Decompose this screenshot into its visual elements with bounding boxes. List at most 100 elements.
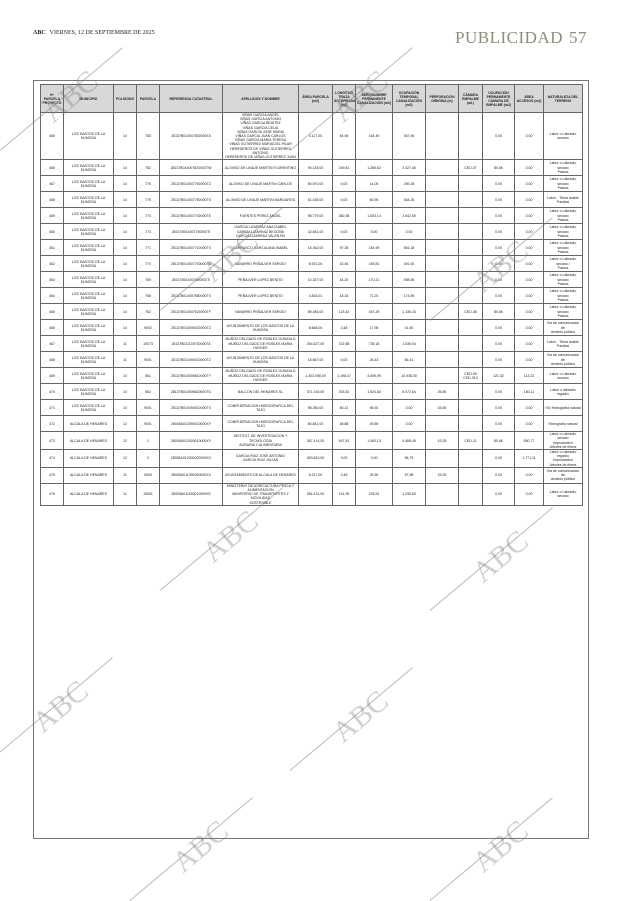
table-cell: MUÑOZ DELGADO DE ROBLES GONZALO MUÑOZ DEL… xyxy=(222,367,299,385)
table-cell: 0,00 xyxy=(514,399,544,417)
table-cell: 771 xyxy=(136,239,160,257)
table-cell: 98.779,00 xyxy=(298,207,333,225)
table-cell xyxy=(425,449,459,468)
table-cell: 54,96 xyxy=(332,111,356,161)
table-cell: AYUNTAMIENTO DE LOS SANTOS DE LA HUMOSA xyxy=(222,319,299,337)
table-cell: 0,00 xyxy=(514,207,544,225)
table-cell xyxy=(458,466,483,484)
table-cell: 4.695,99 xyxy=(355,367,393,385)
table-cell: Labor o labradío regadío xyxy=(543,383,583,401)
table-cell: LOS SANTOS DE LA HUMOSA xyxy=(63,383,114,401)
table-cell: 735,18 xyxy=(355,335,393,353)
table-cell: 80,66 xyxy=(482,431,515,451)
table-cell: 0,00 xyxy=(332,449,356,468)
section-title: PUBLICIDAD xyxy=(455,28,563,47)
table-cell: 11 xyxy=(113,466,137,484)
table-cell: 470 xyxy=(40,383,64,401)
table-cell: 14 xyxy=(113,207,137,225)
table-cell: 0,00 xyxy=(482,255,515,273)
table-cell: 259,28 xyxy=(392,175,426,193)
table-cell: ALCALA DE HENARES xyxy=(63,415,114,433)
table-cell: 4.117,00 xyxy=(298,111,333,161)
table-cell xyxy=(458,255,483,273)
table-cell: ALCALA DE HENARES xyxy=(63,431,114,451)
table-cell: CED-11 xyxy=(458,431,483,451)
table-cell: ALONSO DE LINAJE MARTIN MARGARITA xyxy=(222,191,299,209)
table-cell: LOS SANTOS DE LA HUMOSA xyxy=(63,159,114,177)
table-cell: 19,25 xyxy=(425,431,459,451)
table-cell: 41,50 xyxy=(392,319,426,337)
advert-frame xyxy=(33,80,589,839)
table-cell xyxy=(425,159,459,177)
table-cell: 547,81 xyxy=(332,431,356,451)
table-cell: 0,00 xyxy=(482,466,515,484)
table-cell: 1 xyxy=(136,431,160,451)
table-cell: AYUNTAMIENTO DE LOS SANTOS DE LA HUMOSA xyxy=(222,351,299,369)
table-cell: 80,66 xyxy=(482,159,515,177)
table-cell: 0,00 xyxy=(482,351,515,369)
table-cell: 0,00 xyxy=(482,111,515,161)
table-cell: 28137B010090010000TX xyxy=(159,399,223,417)
table-cell: 10.327,00 xyxy=(298,271,333,289)
table-cell: 561 xyxy=(136,367,160,385)
table-cell: 48,88 xyxy=(332,415,356,433)
table-cell: Labor o Labradío secano Improductivo Arbol… xyxy=(543,431,583,451)
table-cell xyxy=(425,239,459,257)
table-cell: 0,00 xyxy=(514,159,544,177)
table-cell: CONFEDERACION HIDROGRAFICA DEL TAJO xyxy=(222,399,299,417)
table-cell: 244,99 xyxy=(355,239,393,257)
table-cell: 28137B014007830000TA xyxy=(159,111,223,161)
table-cell: ALCALA DE HENARES xyxy=(63,449,114,468)
table-cell: Labor o Labradío secano Pastos xyxy=(543,239,583,257)
table-cell: 1.924,84 xyxy=(355,383,393,401)
table-cell: 90.133,00 xyxy=(298,159,333,177)
table-cell: LOS SANTOS DE LA HUMOSA xyxy=(63,239,114,257)
table-cell: 1.235,63 xyxy=(392,482,426,506)
table-cell: 28005A012090010000XY xyxy=(159,415,223,433)
table-cell: 121,32 xyxy=(482,367,515,385)
table-cell: 80,66 xyxy=(482,303,515,321)
table-cell: 0,00 xyxy=(514,239,544,257)
table-cell: 51.435,00 xyxy=(298,191,333,209)
table-cell: 550,77 xyxy=(514,431,544,451)
table-cell xyxy=(425,367,459,385)
table-cell: 0,00 xyxy=(514,191,544,209)
table-cell xyxy=(425,175,459,193)
table-cell: 10073 xyxy=(136,335,160,353)
table-cell: 28005A011090030000XX xyxy=(159,466,223,484)
table-cell: 465 xyxy=(40,111,64,161)
column-header: OCUPACIÓN TEMPORAL CANALIZACIÓN (m2) xyxy=(392,84,426,113)
table-cell: 768 xyxy=(136,287,160,305)
table-row: 472 ALCALA DE HENARES 12 9001 28005A01209001… xyxy=(40,415,583,433)
table-cell: 66,41 xyxy=(392,351,426,369)
table-cell: CARRASCO GARCIA ANA ISABEL xyxy=(222,239,299,257)
table-cell: 89.346,00 xyxy=(298,303,333,321)
table-cell xyxy=(425,223,459,241)
table-cell: LOS SANTOS DE LA HUMOSA xyxy=(63,271,114,289)
table-cell: 0,00 xyxy=(482,319,515,337)
table-cell: PEÑALVER LOPEZ BENITO xyxy=(222,287,299,305)
table-cell: 9001 xyxy=(136,415,160,433)
table-cell: 17,98 xyxy=(355,319,393,337)
table-cell: 96,92 xyxy=(355,399,393,417)
table-cell: NAVARRO PEÑALVER SERGIO xyxy=(222,255,299,273)
table-cell: 10 xyxy=(113,399,137,417)
table-cell: 164,49 xyxy=(355,111,393,161)
table-cell xyxy=(458,319,483,337)
table-cell: 14,00 xyxy=(355,175,393,193)
table-cell: 425,51 xyxy=(355,482,393,506)
column-header: PERFORACIÓN DIRIGIDA (m) xyxy=(425,84,459,113)
table-row: 473 ALCALA DE HENARES 12 1 28005A01200001000… xyxy=(40,431,583,451)
table-cell: 0,00 xyxy=(514,111,544,161)
table-cell: 28137B014090020000TZ xyxy=(159,319,223,337)
table-cell: 1.533,14 xyxy=(355,207,393,225)
table-cell: 469 xyxy=(40,207,64,225)
table-cell: 762 xyxy=(136,303,160,321)
table-cell: 98.280,00 xyxy=(298,399,333,417)
table-cell: 0,00 xyxy=(514,319,544,337)
table-cell: Vía de comunicación de dominio público xyxy=(543,466,583,484)
table-row: 465 LOS SANTOS DE LA HUMOSA 14 762 28137B014… xyxy=(40,303,583,321)
table-cell: 14 xyxy=(113,191,137,209)
table-row: 467 LOS SANTOS DE LA HUMOSA 11 10073 28137B0… xyxy=(40,335,583,353)
table-cell: 28137B014007730000TI xyxy=(159,223,223,241)
